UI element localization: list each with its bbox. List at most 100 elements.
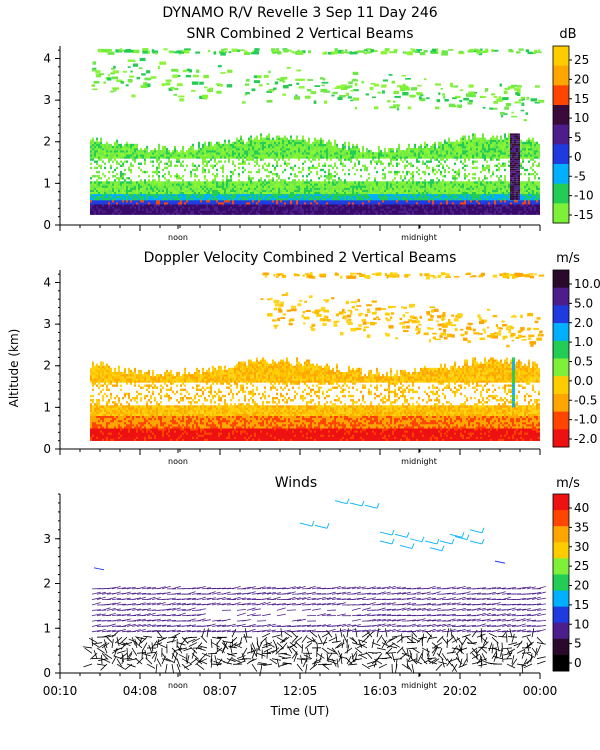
snr-echo-cell [328, 168, 330, 172]
snr-echo-cell [222, 185, 224, 188]
snr-echo-cell [154, 204, 156, 207]
snr-echo-cell [146, 210, 148, 213]
snr-echo-cell [314, 204, 316, 207]
snr-echo-cell [300, 170, 302, 174]
snr-echo-cell [220, 150, 222, 153]
snr-echo-cell [390, 202, 392, 205]
snr-echo-cell [238, 166, 240, 170]
snr-echo-cell [264, 208, 266, 211]
snr-echo-cell [256, 208, 258, 211]
snr-echo-cell [240, 200, 242, 203]
snr-echo-cell [352, 208, 354, 211]
snr-echo-cell [302, 143, 304, 147]
snr-echo-cell [362, 193, 364, 197]
snr-echo-cell [362, 202, 364, 205]
snr-echo-cell [108, 145, 110, 149]
snr-echo-cell [158, 145, 160, 149]
snr-echo-cell [192, 164, 194, 168]
snr-echo-cell [216, 150, 218, 153]
snr-echo-cell [338, 208, 340, 211]
snr-echo-cell [156, 168, 158, 172]
snr-echo-cell [484, 90, 487, 93]
snr-echo-cell [294, 185, 296, 188]
snr-echo-cell [246, 154, 248, 157]
snr-echo-cell [304, 183, 306, 186]
snr-echo-cell [324, 150, 326, 153]
snr-echo-cell [258, 179, 260, 182]
snr-echo-cell [190, 210, 192, 213]
snr-echo-cell [120, 210, 122, 213]
snr-echo-cell [316, 152, 318, 155]
snr-echo-cell [202, 195, 204, 199]
snr-echo-cell [426, 152, 428, 155]
snr-echo-cell [344, 197, 346, 201]
snr-echo-cell [268, 150, 270, 153]
snr-echo-cell [254, 147, 256, 151]
snr-echo-cell [364, 197, 366, 201]
snr-echo-cell [268, 88, 275, 92]
snr-echo-cell [392, 158, 394, 161]
snr-echo-cell [174, 154, 176, 157]
snr-echo-cell [283, 85, 289, 89]
snr-echo-cell [350, 200, 352, 203]
snr-echo-cell [354, 82, 358, 87]
snr-echo-cell [114, 210, 116, 213]
snr-echo-cell [180, 202, 182, 205]
snr-echo-cell [126, 208, 128, 211]
snr-echo-cell [138, 204, 140, 207]
snr-echo-cell [276, 147, 278, 151]
snr-echo-cell [180, 204, 182, 207]
snr-echo-cell [322, 145, 324, 149]
snr-echo-cell [170, 154, 172, 157]
snr-echo-cell [459, 89, 464, 91]
snr-echo-cell [212, 195, 214, 199]
snr-echo-cell [482, 106, 486, 109]
snr-echo-cell [132, 158, 134, 161]
snr-echo-cell [240, 139, 242, 143]
snr-echo-cell [420, 206, 422, 209]
snr-echo-cell [124, 150, 126, 153]
snr-echo-cell [278, 143, 280, 147]
snr-echo-cell [324, 208, 326, 211]
snr-echo-cell [374, 166, 376, 170]
snr-echo-cell [352, 197, 354, 201]
snr-echo-cell [396, 195, 398, 199]
snr-echo-cell [402, 200, 404, 203]
snr-echo-cell [354, 181, 356, 184]
snr-echo-cell [324, 183, 326, 186]
snr-echo-cell [326, 202, 328, 205]
snr-echo-cell [404, 164, 406, 168]
snr-echo-cell [284, 141, 286, 145]
snr-echo-cell [158, 179, 160, 182]
snr-echo-cell [282, 141, 284, 145]
snr-echo-cell [278, 200, 280, 203]
snr-echo-cell [192, 145, 194, 149]
snr-echo-cell [112, 197, 114, 201]
snr-echo-cell [132, 202, 134, 205]
snr-echo-cell [248, 193, 250, 197]
snr-echo-cell [286, 156, 288, 159]
snr-echo-cell [410, 212, 412, 215]
snr-echo-cell [170, 162, 172, 165]
snr-echo-cell [146, 195, 148, 199]
snr-echo-cell [393, 90, 399, 95]
snr-echo-cell [276, 189, 278, 192]
snr-echo-cell [230, 212, 232, 215]
snr-echo-cell [276, 191, 278, 195]
snr-echo-cell [262, 152, 264, 155]
snr-echo-cell [388, 204, 390, 207]
snr-echo-cell [382, 79, 388, 82]
snr-echo-cell [150, 76, 157, 79]
snr-echo-cell [320, 202, 322, 205]
snr-echo-cell [212, 191, 214, 195]
snr-echo-cell [156, 152, 158, 155]
snr-echo-cell [200, 147, 202, 151]
snr-echo-cell [248, 143, 250, 147]
snr-echo-cell [366, 204, 368, 207]
snr-echo-cell [412, 170, 414, 174]
snr-echo-cell [222, 145, 224, 149]
snr-echo-cell [396, 212, 398, 215]
snr-echo-cell [136, 183, 138, 186]
snr-echo-cell [92, 210, 94, 213]
snr-echo-cell [312, 202, 314, 205]
